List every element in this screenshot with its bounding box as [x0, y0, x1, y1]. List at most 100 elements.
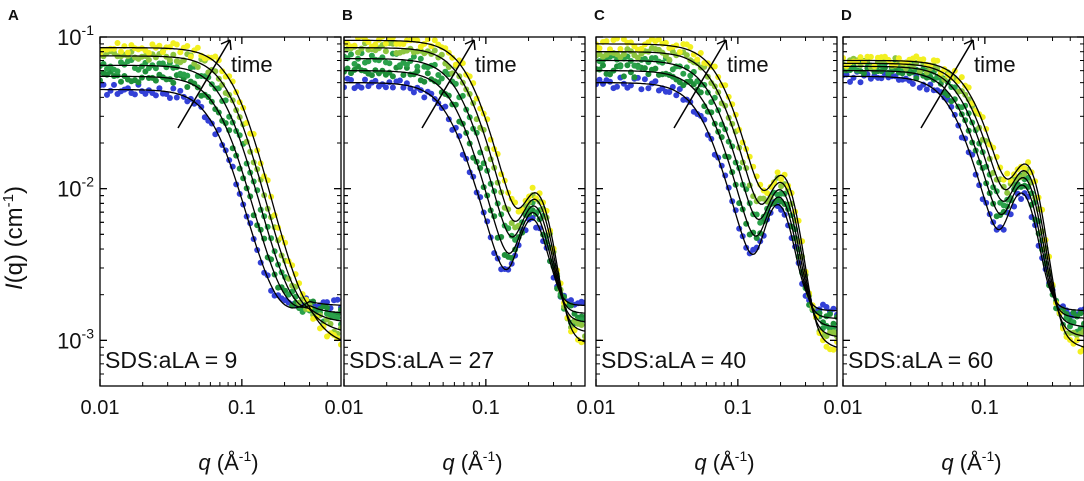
data-point: [508, 220, 515, 226]
panel-annotation: SDS:aLA = 60: [848, 347, 993, 373]
fit-line: [100, 64, 341, 322]
data-point: [424, 70, 431, 77]
data-point: [131, 91, 138, 98]
data-point: [111, 81, 117, 88]
data-point: [624, 62, 631, 69]
data-point: [1014, 183, 1021, 190]
data-point: [600, 62, 606, 69]
time-arrowhead: [220, 39, 232, 51]
time-arrowhead: [963, 39, 975, 51]
fit-line: [843, 75, 1084, 312]
data-point: [582, 333, 585, 340]
data-point: [159, 60, 166, 67]
series-t4: [843, 55, 1084, 339]
data-point: [603, 38, 610, 45]
data-point: [389, 37, 396, 41]
data-point: [438, 75, 445, 82]
time-arrow: [673, 39, 727, 129]
data-point: [382, 48, 389, 55]
data-point: [617, 63, 624, 70]
data-point: [138, 74, 145, 81]
data-point: [533, 195, 540, 202]
data-point: [673, 92, 680, 99]
data-point: [219, 68, 226, 75]
data-point: [114, 40, 121, 46]
series-t2: [100, 68, 341, 321]
x-tick-label: 0.1: [971, 397, 999, 419]
data-point: [212, 53, 219, 60]
data-point: [438, 51, 445, 58]
fit-line: [344, 57, 585, 323]
data-point: [152, 65, 159, 72]
series-t3: [100, 57, 341, 328]
data-point: [1025, 159, 1032, 166]
data-point: [1018, 196, 1025, 202]
x-tick-label: 0.1: [228, 397, 256, 419]
data-point: [104, 91, 110, 98]
fit-line: [344, 69, 585, 314]
panel-a: 0.01 0.1 q (Å-1) A SDS:aLA = 9 time 10-1 10-2 10…: [8, 7, 342, 475]
data-point: [920, 56, 927, 63]
data-point: [344, 84, 347, 91]
data-point: [909, 80, 916, 87]
data-point: [627, 82, 634, 89]
y-axis-label: I(q) (cm-1): [0, 186, 28, 290]
fit-line: [596, 59, 837, 328]
data-point: [1077, 310, 1084, 317]
panel-annotation: SDS:aLA = 40: [601, 347, 746, 373]
data-point: [666, 56, 673, 63]
fit-line: [596, 43, 837, 348]
data-point: [771, 179, 778, 186]
data-point: [596, 45, 603, 52]
data-point: [687, 44, 694, 50]
time-arrowhead: [716, 39, 728, 51]
data-point: [850, 74, 857, 81]
data-point: [163, 91, 170, 97]
data-point: [582, 299, 585, 306]
data-point: [607, 78, 613, 85]
data-point: [951, 96, 958, 103]
fit-line: [344, 39, 585, 343]
data-point: [159, 49, 166, 56]
data-point: [596, 76, 603, 83]
panel-letter: B: [342, 7, 353, 24]
fit-line: [100, 47, 341, 341]
data-point: [757, 219, 764, 226]
data-point: [641, 65, 648, 72]
data-point: [118, 78, 124, 85]
panel-frame: [343, 36, 586, 387]
time-arrowhead: [464, 39, 476, 51]
data-point: [431, 47, 438, 54]
data-point: [410, 89, 417, 96]
data-point: [830, 329, 837, 336]
data-point: [676, 86, 683, 93]
data-point: [135, 79, 142, 86]
time-arrow: [177, 39, 231, 129]
series-t2: [344, 63, 585, 321]
data-point: [100, 81, 107, 88]
data-point: [895, 55, 902, 62]
data-point: [296, 299, 303, 306]
data-point: [614, 37, 620, 42]
data-point: [652, 78, 659, 85]
series-t3: [843, 58, 1084, 335]
data-point: [857, 54, 864, 61]
data-point: [389, 84, 396, 91]
series-t4: [596, 45, 837, 340]
data-point: [645, 85, 652, 92]
data-point: [400, 72, 407, 78]
data-point: [348, 77, 354, 83]
fit-line: [100, 55, 341, 331]
x-tick-label: 0.1: [472, 397, 500, 419]
data-point: [219, 81, 226, 88]
data-point: [764, 198, 771, 205]
series-t4: [100, 48, 341, 337]
data-point: [124, 49, 131, 56]
data-point: [1004, 170, 1011, 177]
time-label: time: [727, 52, 769, 77]
data-point: [152, 77, 159, 84]
panel-b: 0.01 0.1 q (Å-1) B SDS:aLA = 27 time: [325, 7, 586, 475]
data-point: [334, 314, 341, 321]
data-point: [923, 86, 930, 93]
data-point: [338, 341, 341, 348]
